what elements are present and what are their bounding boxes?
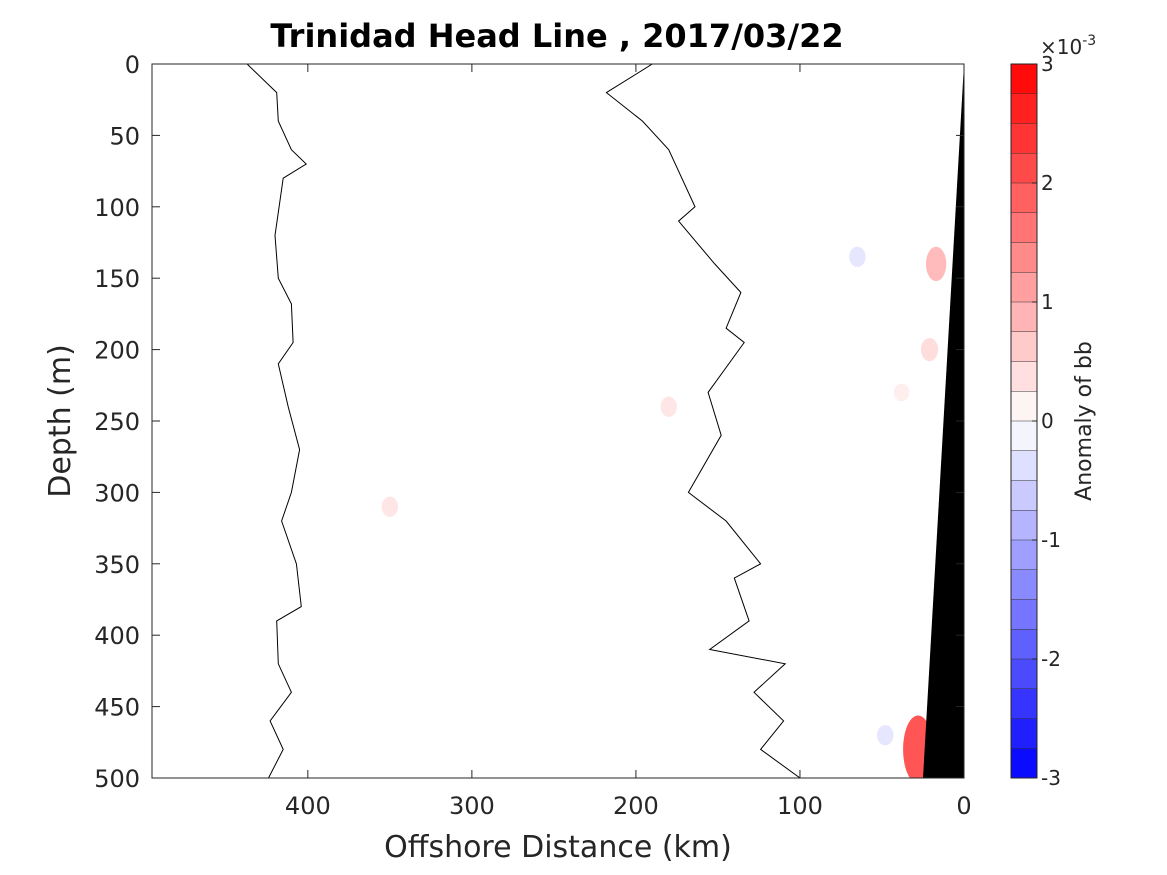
anomaly-patch-4 — [660, 396, 677, 417]
colorbar-swatch — [1011, 718, 1037, 749]
anomaly-patch-2 — [893, 383, 910, 402]
y-tick-label: 0 — [125, 51, 140, 79]
colorbar-swatch — [1011, 480, 1037, 511]
anomaly-patch-1 — [920, 338, 939, 362]
anomaly-patch-5 — [381, 496, 399, 517]
colorbar-tick-label: 0 — [1041, 409, 1054, 433]
colorbar-exponent-base: ×10 — [1040, 35, 1082, 59]
colorbar-swatch — [1011, 212, 1037, 243]
colorbar-swatch — [1011, 64, 1037, 95]
chart-title: Trinidad Head Line , 2017/03/22 — [270, 17, 843, 55]
colorbar-tick-label: -3 — [1041, 766, 1061, 790]
bathymetry-layer — [922, 64, 964, 778]
contour-layer — [246, 64, 801, 778]
colorbar-swatch — [1011, 361, 1037, 392]
y-tick-label: 450 — [94, 694, 140, 722]
colorbar-tick-label: 1 — [1041, 290, 1054, 314]
anomaly-patch-7 — [877, 724, 894, 746]
colorbar-swatch — [1011, 272, 1037, 303]
colorbar-swatch — [1011, 391, 1037, 422]
y-tick-label: 200 — [94, 337, 140, 365]
x-axis: 400 300 200 100 0 — [285, 64, 972, 820]
colorbar-swatch — [1011, 302, 1037, 333]
x-tick-label: 300 — [449, 792, 495, 820]
colorbar-swatch — [1011, 93, 1037, 124]
y-tick-label: 100 — [94, 194, 140, 222]
colorbar: 3 2 1 0 -1 -2 -3 — [1010, 52, 1061, 790]
colorbar-swatch — [1011, 629, 1037, 660]
colorbar-swatch — [1011, 450, 1037, 481]
colorbar-tick-label: -2 — [1041, 647, 1061, 671]
plot-area — [152, 64, 964, 778]
colorbar-swatch — [1011, 331, 1037, 362]
x-tick-label: 400 — [285, 792, 331, 820]
x-axis-label: Offshore Distance (km) — [384, 830, 732, 865]
colorbar-swatch — [1011, 688, 1037, 719]
colorbar-swatch — [1011, 599, 1037, 630]
zero-contour-1 — [605, 64, 801, 778]
anomaly-patch-6 — [849, 246, 866, 267]
y-tick-label: 500 — [94, 765, 140, 793]
colorbar-exponent-power: -3 — [1082, 33, 1096, 49]
colorbar-swatch — [1011, 659, 1037, 690]
y-tick-label: 400 — [94, 622, 140, 650]
colorbar-exponent: ×10-3 — [1040, 33, 1096, 59]
colorbar-tick-label: 2 — [1041, 171, 1054, 195]
colorbar-label: Anomaly of bb — [1072, 341, 1097, 501]
colorbar-swatch — [1011, 569, 1037, 600]
y-axis-label: Depth (m) — [43, 344, 78, 498]
y-axis: 0 50 100 150 200 250 300 350 400 450 500 — [94, 51, 964, 793]
colorbar-tick-label: -1 — [1041, 528, 1061, 552]
x-tick-label: 0 — [956, 792, 971, 820]
colorbar-tick-label: 3 — [1041, 52, 1054, 76]
colorbar-swatch — [1011, 510, 1037, 541]
colorbar-swatch — [1011, 123, 1037, 154]
colorbar-swatch — [1011, 540, 1037, 571]
colorbar-swatch — [1011, 421, 1037, 452]
colorbar-swatch — [1011, 183, 1037, 214]
x-tick-label: 100 — [777, 792, 823, 820]
anomaly-patch-0 — [925, 246, 947, 282]
y-tick-label: 300 — [94, 479, 140, 507]
y-tick-label: 150 — [94, 265, 140, 293]
bathymetry-shape — [922, 64, 964, 778]
y-tick-label: 50 — [109, 122, 140, 150]
colorbar-swatch — [1011, 242, 1037, 273]
colorbar-swatch — [1011, 748, 1037, 779]
x-tick-label: 200 — [613, 792, 659, 820]
y-tick-label: 350 — [94, 551, 140, 579]
colorbar-swatch — [1011, 153, 1037, 184]
zero-contour-0 — [246, 64, 308, 778]
y-tick-label: 250 — [94, 408, 140, 436]
